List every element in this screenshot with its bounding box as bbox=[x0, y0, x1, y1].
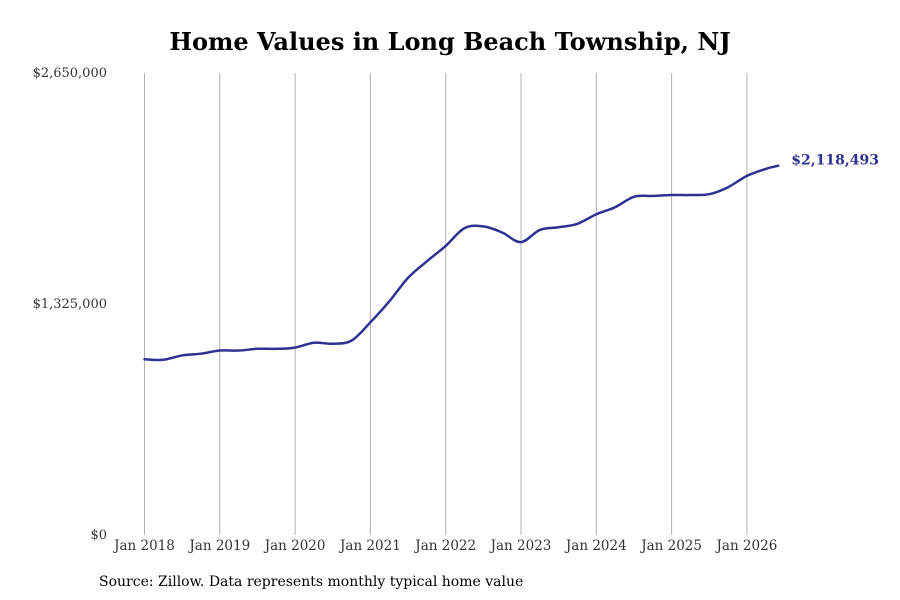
y-tick-label: $2,650,000 bbox=[33, 66, 107, 81]
x-tick-label: Jan 2021 bbox=[338, 538, 401, 554]
series-lines bbox=[143, 164, 780, 362]
x-tick-label: Jan 2025 bbox=[639, 538, 702, 554]
y-axis-tick-labels: $0 $1,325,000 $2,650,000 bbox=[33, 66, 107, 543]
y-tick-label: $1,325,000 bbox=[33, 297, 107, 312]
end-value-label: $2,118,493 bbox=[791, 153, 879, 169]
x-tick-label: Jan 2020 bbox=[263, 538, 326, 554]
source-note: Source: Zillow. Data represents monthly … bbox=[99, 574, 524, 590]
x-axis-tick-labels: Jan 2018 Jan 2019 Jan 2020 Jan 2021 Jan 2022… bbox=[112, 538, 777, 554]
series-line bbox=[143, 164, 780, 362]
data-labels: $2,118,493 bbox=[791, 153, 879, 169]
vertical-gridlines bbox=[144, 73, 748, 535]
x-tick-label: Jan 2022 bbox=[413, 538, 476, 554]
x-tick-label: Jan 2026 bbox=[714, 538, 777, 554]
x-tick-label: Jan 2018 bbox=[112, 538, 175, 554]
x-tick-label: Jan 2023 bbox=[489, 538, 552, 554]
chart-title: Home Values in Long Beach Township, NJ bbox=[169, 27, 731, 56]
y-tick-label: $0 bbox=[90, 528, 107, 543]
x-tick-label: Jan 2019 bbox=[187, 538, 250, 554]
x-tick-label: Jan 2024 bbox=[564, 538, 627, 554]
